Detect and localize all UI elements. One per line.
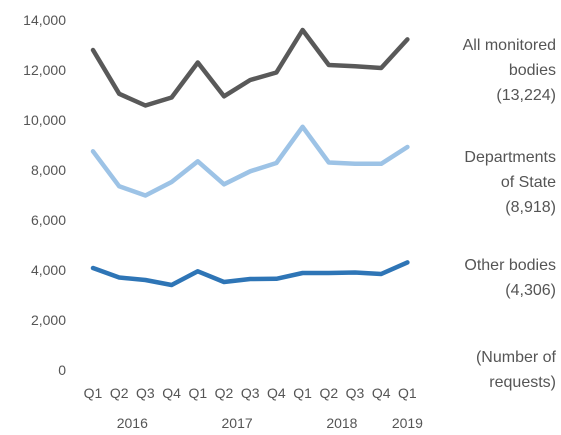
x-year-label: 2017 [222,415,253,431]
series-label-line: Departments [464,149,556,166]
x-tick-label: Q2 [319,385,338,401]
x-axis: Q1 Q2 Q3 Q4 Q1 Q2 Q3 Q4 Q1 Q2 Q3 Q4 Q1 2016 2017 2018 20… [84,385,424,431]
x-tick-label: Q2 [110,385,129,401]
series-label-line: All monitored [463,37,556,54]
y-tick-label: 6,000 [31,212,66,228]
y-tick-label: 8,000 [31,162,66,178]
x-tick-label: Q2 [215,385,234,401]
y-tick-label: 0 [58,362,66,378]
x-tick-label: Q3 [241,385,260,401]
series-label-line: Other bodies [464,257,556,274]
x-tick-label: Q4 [267,385,286,401]
x-tick-label: Q3 [346,385,365,401]
x-tick-label: Q1 [84,385,103,401]
series-lines [90,27,410,288]
x-year-label: 2016 [117,415,148,431]
x-year-label: 2019 [392,415,423,431]
y-tick-label: 2,000 [31,312,66,328]
unit-label: (Number of requests) [476,349,557,391]
y-tick-label: 4,000 [31,262,66,278]
series-labels: All monitored bodies (13,224) Departments of… [463,37,556,299]
y-tick-label: 10,000 [23,112,66,128]
series-line-1 [90,27,410,108]
series-label-line: of State [501,174,556,191]
x-tick-label: Q1 [293,385,312,401]
y-axis: 0 2,000 4,000 6,000 8,000 10,000 12,000 14,000 [23,12,66,378]
x-tick-label: Q4 [372,385,391,401]
x-tick-label: Q4 [162,385,181,401]
x-year-label: 2018 [326,415,357,431]
series-label-line: (13,224) [496,87,556,104]
series-line-3 [90,260,410,288]
y-tick-label: 14,000 [23,12,66,28]
unit-label-line: (Number of [476,349,557,366]
x-tick-label: Q1 [398,385,417,401]
series-label-line: bodies [509,62,556,79]
y-tick-label: 12,000 [23,62,66,78]
series-line-2 [90,124,410,198]
series-label-line: (4,306) [505,282,556,299]
series-label-line: (8,918) [505,199,556,216]
x-tick-label: Q1 [188,385,207,401]
unit-label-line: requests) [489,374,556,391]
x-tick-label: Q3 [136,385,155,401]
